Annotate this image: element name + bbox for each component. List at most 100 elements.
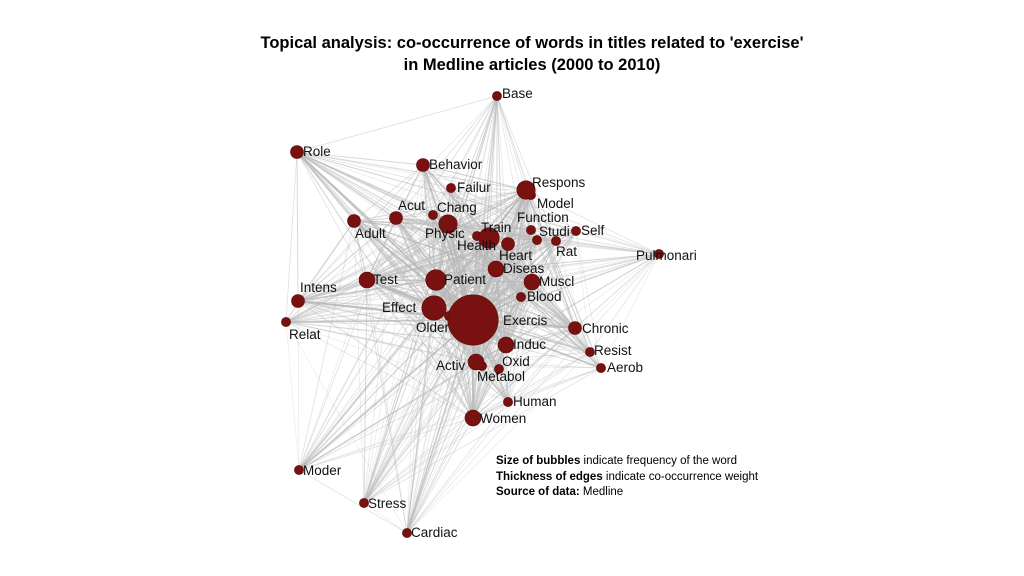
legend-note-source-text: Medline (579, 486, 624, 498)
edge-function-blood (520, 229, 532, 298)
edge-failur-rat (450, 187, 557, 242)
edge-model-intens (297, 194, 532, 302)
edge-diseas-resist (495, 268, 591, 353)
edge-train-intens (297, 235, 478, 302)
edge-patient-intens (297, 279, 437, 302)
node-chang (428, 210, 438, 220)
node-label-pulmonari: Pulmonari (636, 248, 697, 263)
edge-test-cardiac (366, 279, 408, 534)
node-label-moder: Moder (303, 463, 342, 478)
edge-metabol-moder (298, 365, 483, 471)
edge-relat-activ (285, 321, 477, 363)
legend-note-source: Source of data: Medline (496, 485, 758, 501)
edge-pulmonari-patient (435, 253, 660, 281)
edge-rat-diseas (495, 240, 557, 270)
edge-relat-human (285, 321, 509, 403)
edge-induc-cardiac (406, 344, 507, 534)
edge-chang-intens (297, 214, 434, 302)
edge-model-rat (530, 194, 557, 242)
node-label-behavior: Behavior (429, 157, 483, 172)
edge-induc-human (505, 344, 509, 403)
edge-respons-chronic (525, 189, 576, 329)
edge-role-relat (285, 151, 298, 323)
edge-failur-respons (450, 187, 527, 191)
edge-behavior-intens (297, 164, 424, 302)
edge-intens-effect (297, 300, 435, 309)
node-label-patient: Patient (444, 272, 486, 287)
node-effect (421, 295, 447, 321)
edge-behavior-diseas (422, 164, 497, 270)
edge-pulmonari-chronic (574, 253, 660, 329)
edge-intens-moder (297, 300, 300, 471)
node-layer (281, 91, 664, 538)
edge-muscl-effect (433, 281, 533, 309)
legend-note: Size of bubbles indicate frequency of th… (496, 454, 758, 501)
edge-test-intens (297, 279, 368, 302)
node-respons (516, 180, 536, 200)
edge-acut-diseas (395, 217, 497, 270)
edge-train-cardiac (406, 235, 478, 534)
node-exercis (447, 294, 499, 346)
edge-failur-self (450, 187, 577, 232)
node-label-physic: Physic (425, 226, 465, 241)
edge-pulmonari-cardiac (406, 253, 660, 534)
edge-resist-activ (475, 351, 591, 363)
edge-respons-physic (447, 189, 527, 225)
edge-adult-intens (297, 220, 355, 302)
label-layer: Base Role Behavior Failur Respons Model Acut Ch… (289, 86, 697, 540)
node-label-rat: Rat (556, 244, 577, 259)
edge-acut-moder (298, 217, 397, 471)
edge-acut-test (366, 217, 397, 281)
edge-test-women (366, 279, 474, 419)
node-human (503, 397, 513, 407)
edge-respons-pulmonari (525, 189, 660, 255)
node-health (478, 227, 500, 249)
legend-note-thickness-bold: Thickness of edges (496, 470, 603, 483)
edge-aerob-moder (298, 367, 602, 471)
node-aerob (596, 363, 606, 373)
node-label-diseas: Diseas (503, 261, 545, 276)
edge-chronic-moder (298, 327, 576, 471)
edge-health-intens (297, 237, 490, 302)
edge-intens-women (297, 300, 474, 419)
edge-acut-studi (395, 217, 538, 241)
edge-blood-induc (505, 296, 522, 346)
edge-acut-function (395, 217, 532, 231)
edge-activ-women (472, 361, 477, 419)
edge-blood-chronic (520, 296, 576, 329)
edge-human-stress (363, 401, 509, 504)
edge-relat-cardiac (285, 321, 408, 534)
edge-pulmonari-relat (285, 253, 660, 323)
edge-older-stress (363, 315, 450, 504)
edge-failur-acut (395, 187, 452, 219)
node-label-oxid: Oxid (502, 354, 530, 369)
node-label-acut: Acut (398, 198, 425, 213)
edge-pulmonari-blood (520, 253, 660, 298)
edge-chang-cardiac (406, 214, 434, 534)
edge-pulmonari-exercis (472, 253, 660, 321)
edge-exercis-stress (363, 319, 474, 504)
edge-role-test (296, 151, 368, 281)
node-label-blood: Blood (527, 289, 562, 304)
edge-role-pulmonari (296, 151, 660, 255)
edge-intens-activ (297, 300, 477, 363)
edge-self-heart (507, 230, 577, 245)
edge-behavior-respons (422, 164, 527, 191)
node-women (464, 409, 482, 427)
edge-oxid-human (498, 368, 509, 403)
node-label-model: Model (537, 196, 574, 211)
node-label-self: Self (581, 223, 605, 238)
edge-role-failur (296, 151, 452, 189)
edge-self-resist (575, 230, 591, 353)
edge-induc-resist (505, 344, 591, 353)
edge-failur-moder (298, 187, 452, 471)
edge-patient-blood (435, 279, 522, 298)
node-label-adult: Adult (355, 226, 386, 241)
edge-diseas-relat (285, 268, 497, 323)
node-adult (347, 214, 361, 228)
edge-behavior-adult (353, 164, 424, 222)
edge-respons-relat (285, 189, 527, 323)
edge-intens-resist (297, 300, 591, 353)
node-cardiac (402, 528, 412, 538)
edge-relat-oxid (285, 321, 500, 370)
